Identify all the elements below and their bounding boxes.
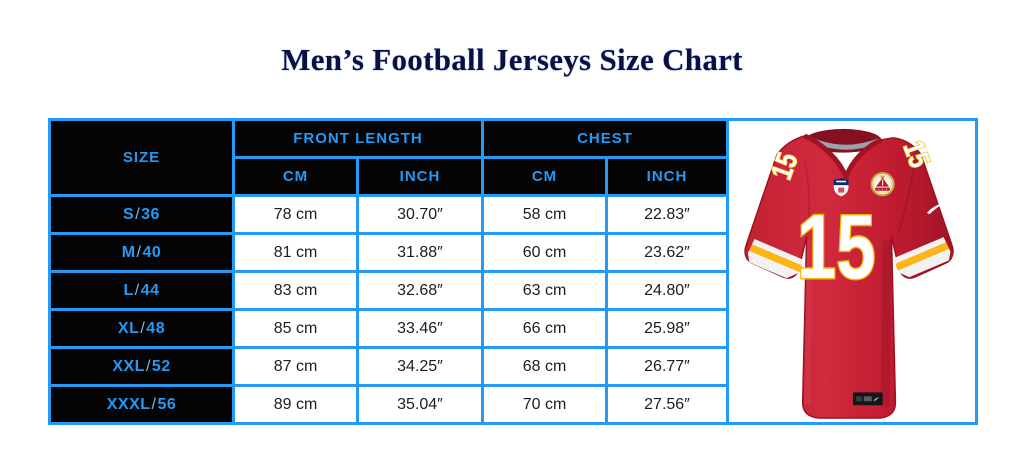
cell-front-cm: 81 cm [232,232,359,273]
size-label: M/40 [48,232,235,273]
size-label: XXXL/56 [48,384,235,425]
cell-chest-cm: 58 cm [481,194,608,235]
table-row: XXXL/56 89 cm 35.04″ 70 cm 27.56″ [48,384,977,425]
cell-chest-inch: 22.83″ [605,194,729,235]
cell-chest-inch: 27.56″ [605,384,729,425]
table-row: M/40 81 cm 31.88″ 60 cm 23.62″ [48,232,977,273]
cell-front-inch: 32.68″ [356,270,484,311]
cell-chest-inch: 23.62″ [605,232,729,273]
cell-front-inch: 31.88″ [356,232,484,273]
cell-front-cm: 78 cm [232,194,359,235]
red-football-jersey-illustration: 15 15 15 [744,128,954,419]
size-label: L/44 [48,270,235,311]
size-label: XL/48 [48,308,235,349]
subheader-front-inch: INCH [356,156,484,197]
cell-chest-inch: 25.98″ [605,308,729,349]
cell-front-cm: 89 cm [232,384,359,425]
nike-swoosh-icon [926,202,945,214]
cell-chest-cm: 70 cm [481,384,608,425]
cell-chest-cm: 66 cm [481,308,608,349]
cell-front-cm: 87 cm [232,346,359,387]
header-chest: CHEST [481,118,729,159]
table-row: L/44 83 cm 32.68″ 63 cm 24.80″ [48,270,977,311]
jersey-image-cell: 15 15 15 [726,118,978,425]
chest-number: 15 [796,195,877,299]
right-cuff-stripes [892,236,952,279]
size-label: XXL/52 [48,346,235,387]
cell-front-inch: 30.70″ [356,194,484,235]
cell-front-inch: 33.46″ [356,308,484,349]
left-cuff-stripes [746,238,806,279]
cell-front-cm: 85 cm [232,308,359,349]
cell-front-inch: 34.25″ [356,346,484,387]
jock-tag [852,391,883,405]
page-title: Men’s Football Jerseys Size Chart [281,42,743,77]
cell-chest-inch: 26.77″ [605,346,729,387]
subheader-chest-inch: INCH [605,156,729,197]
subheader-chest-cm: CM [481,156,608,197]
table-row: XXL/52 87 cm 34.25″ 68 cm 26.77″ [48,346,977,387]
subheader-front-cm: CM [232,156,359,197]
size-label: S/36 [48,194,235,235]
jersey-vneck-trim [803,133,883,180]
cell-front-inch: 35.04″ [356,384,484,425]
jersey-shading [803,158,916,406]
cell-chest-cm: 68 cm [481,346,608,387]
size-chart-table: SIZE FRONT LENGTH CHEST [48,118,978,425]
cell-front-cm: 83 cm [232,270,359,311]
jersey-product-image: 15 15 15 [729,123,975,421]
cell-chest-inch: 24.80″ [605,270,729,311]
header-size: SIZE [48,118,235,197]
header-front-length: FRONT LENGTH [232,118,484,159]
cell-chest-cm: 63 cm [481,270,608,311]
cell-chest-cm: 60 cm [481,232,608,273]
svg-text:15: 15 [797,196,876,297]
nfl-shield-icon [833,177,849,197]
table-row: S/36 78 cm 30.70″ 58 cm 22.83″ [48,194,977,235]
championship-patch-icon [870,171,895,196]
table-row: XL/48 85 cm 33.46″ 66 cm 25.98″ [48,308,977,349]
